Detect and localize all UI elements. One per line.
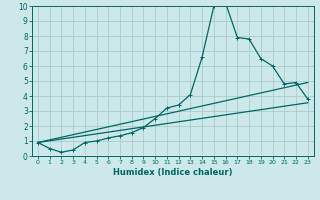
X-axis label: Humidex (Indice chaleur): Humidex (Indice chaleur) <box>113 168 233 177</box>
